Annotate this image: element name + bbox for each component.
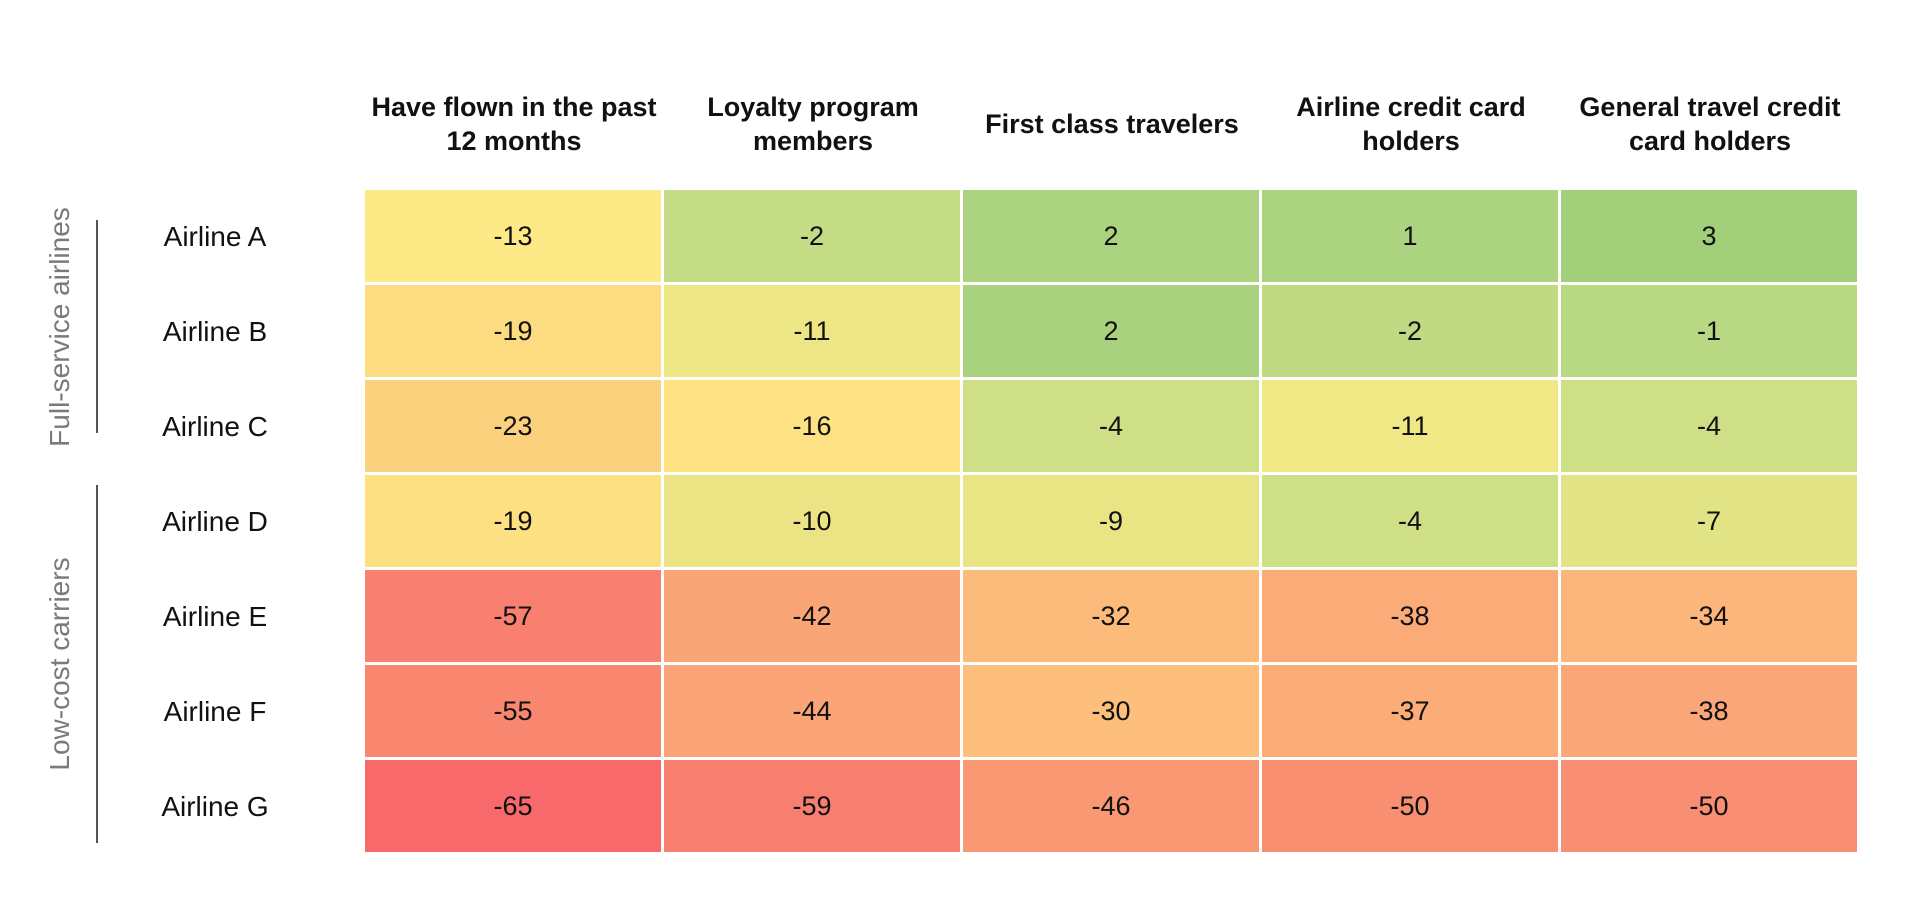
column-header: First class travelers — [985, 109, 1239, 139]
heatmap-cell: -37 — [1262, 665, 1558, 757]
heatmap-cell: -34 — [1561, 570, 1857, 662]
column-header: Have flown in the past 12 months — [371, 92, 657, 156]
heatmap-cell: -7 — [1561, 475, 1857, 567]
row-label: Airline G — [161, 791, 269, 822]
heatmap-cell: 3 — [1561, 190, 1857, 282]
heatmap-cell: 2 — [963, 285, 1259, 377]
heatmap-cell: -30 — [963, 665, 1259, 757]
heatmap-cell: -11 — [664, 285, 960, 377]
group-bracket-line — [96, 220, 98, 433]
heatmap-cell: -2 — [664, 190, 960, 282]
heatmap-cell: -65 — [365, 760, 661, 852]
heatmap-cell: -1 — [1561, 285, 1857, 377]
heatmap-cell: -13 — [365, 190, 661, 282]
row-label: Airline F — [163, 696, 267, 727]
heatmap-cell: -38 — [1561, 665, 1857, 757]
heatmap-cell: -19 — [365, 285, 661, 377]
heatmap-cell: -46 — [963, 760, 1259, 852]
heatmap-cell: -4 — [1262, 475, 1558, 567]
group-bracket-line — [96, 485, 98, 843]
heatmap-cell: -11 — [1262, 380, 1558, 472]
heatmap-cell: -59 — [664, 760, 960, 852]
heatmap-cell: -9 — [963, 475, 1259, 567]
group-label: Low-cost carriers — [44, 557, 75, 771]
column-header: Loyalty program members — [707, 92, 919, 156]
row-label: Airline C — [162, 411, 268, 442]
heatmap-cell: -32 — [963, 570, 1259, 662]
heatmap-cell: -55 — [365, 665, 661, 757]
heatmap-cell: -4 — [1561, 380, 1857, 472]
heatmap-cell: -2 — [1262, 285, 1558, 377]
heatmap-cell: -4 — [963, 380, 1259, 472]
group-label: Full-service airlines — [44, 206, 75, 447]
heatmap-cell: 2 — [963, 190, 1259, 282]
heatmap-cell: -10 — [664, 475, 960, 567]
column-header: Airline credit card holders — [1296, 92, 1526, 156]
heatmap-cell: -57 — [365, 570, 661, 662]
heatmap-cell: -44 — [664, 665, 960, 757]
row-label: Airline B — [162, 316, 268, 347]
heatmap-cell: -38 — [1262, 570, 1558, 662]
heatmap-cell: -50 — [1262, 760, 1558, 852]
heatmap-cell: -23 — [365, 380, 661, 472]
heatmap-cell: -42 — [664, 570, 960, 662]
row-label: Airline A — [163, 221, 267, 252]
heatmap-cell: -50 — [1561, 760, 1857, 852]
heatmap-cell: 1 — [1262, 190, 1558, 282]
row-label: Airline E — [162, 601, 268, 632]
column-header: General travel credit card holders — [1579, 92, 1841, 156]
row-label: Airline D — [162, 506, 268, 537]
heatmap-cell: -16 — [664, 380, 960, 472]
heatmap-cell: -19 — [365, 475, 661, 567]
